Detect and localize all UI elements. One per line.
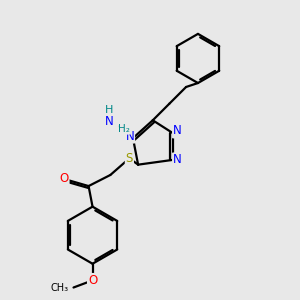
Text: O: O	[88, 274, 97, 287]
Text: H: H	[105, 105, 113, 116]
Text: O: O	[59, 172, 69, 184]
Text: N: N	[173, 153, 182, 167]
Text: N: N	[173, 124, 182, 137]
Text: N: N	[105, 115, 114, 128]
Text: H₂: H₂	[118, 124, 130, 134]
Text: CH₃: CH₃	[51, 283, 69, 292]
Text: N: N	[125, 130, 134, 142]
Text: S: S	[126, 152, 133, 165]
